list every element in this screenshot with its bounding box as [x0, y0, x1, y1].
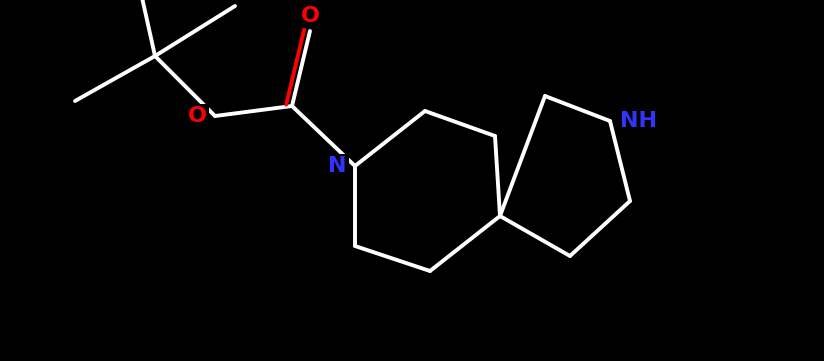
Text: N: N [329, 156, 347, 176]
Text: O: O [188, 106, 207, 126]
Text: NH: NH [620, 111, 657, 131]
Text: O: O [301, 6, 320, 26]
